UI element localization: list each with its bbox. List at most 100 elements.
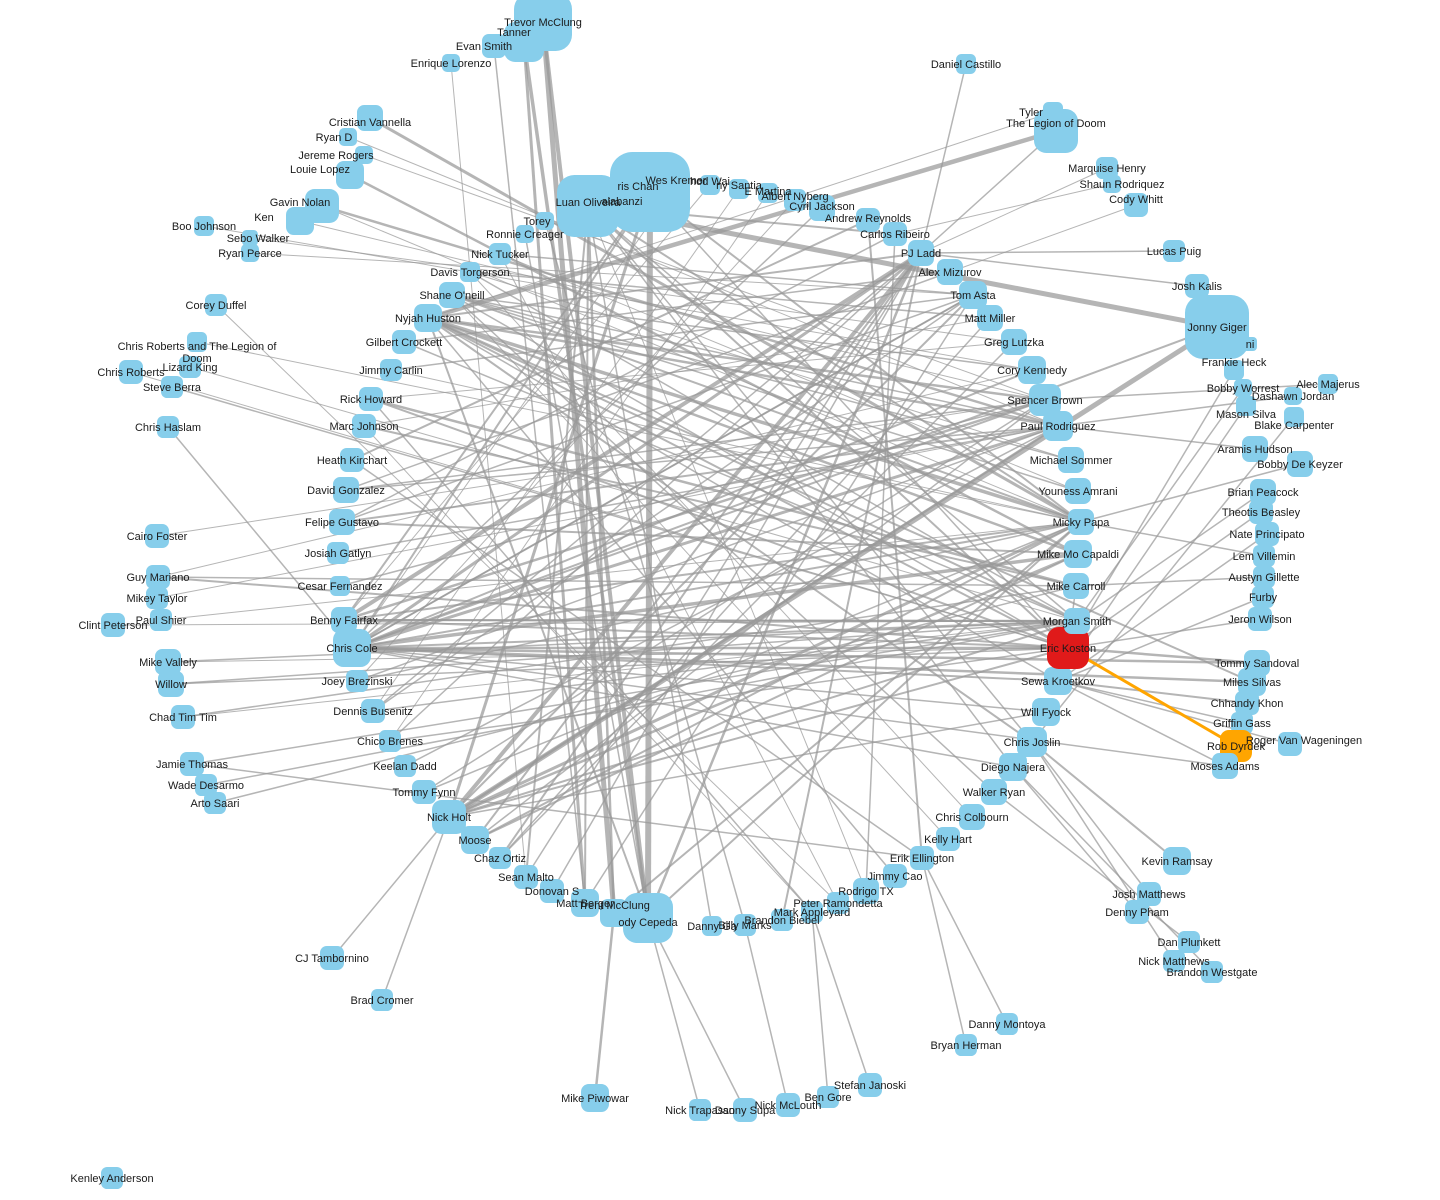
- graph-node[interactable]: [1250, 479, 1276, 505]
- graph-node[interactable]: [158, 671, 184, 697]
- graph-node[interactable]: [439, 282, 465, 308]
- graph-node[interactable]: [910, 846, 934, 870]
- graph-node[interactable]: [1243, 337, 1257, 351]
- graph-node[interactable]: [1253, 566, 1275, 588]
- graph-node[interactable]: [412, 780, 436, 804]
- graph-node[interactable]: [394, 755, 416, 777]
- graph-node[interactable]: [329, 509, 355, 535]
- graph-node[interactable]: [581, 1084, 609, 1112]
- graph-node[interactable]: [1252, 586, 1274, 608]
- graph-node[interactable]: [1063, 573, 1089, 599]
- graph-node[interactable]: [955, 1034, 977, 1056]
- graph-node[interactable]: [729, 179, 749, 199]
- graph-node[interactable]: [333, 477, 359, 503]
- graph-node[interactable]: [1231, 712, 1253, 734]
- graph-node[interactable]: [1068, 509, 1094, 535]
- graph-node[interactable]: [1238, 668, 1266, 696]
- graph-node[interactable]: [771, 909, 793, 931]
- graph-node[interactable]: [702, 916, 722, 936]
- graph-node[interactable]: [179, 356, 201, 378]
- graph-node[interactable]: [1235, 691, 1259, 715]
- graph-node[interactable]: [241, 244, 259, 262]
- graph-node[interactable]: [1044, 667, 1072, 695]
- graph-node[interactable]: [883, 864, 907, 888]
- graph-node[interactable]: [1236, 396, 1256, 416]
- graph-node[interactable]: [996, 1013, 1018, 1035]
- graph-node[interactable]: [357, 105, 383, 131]
- graph-node[interactable]: [817, 1086, 839, 1108]
- graph-node[interactable]: [733, 1098, 757, 1122]
- graph-node[interactable]: [361, 699, 385, 723]
- graph-node[interactable]: [204, 792, 226, 814]
- graph-node[interactable]: [1096, 157, 1118, 179]
- graph-node[interactable]: [937, 259, 963, 285]
- graph-node[interactable]: [194, 216, 214, 236]
- graph-node[interactable]: [1163, 847, 1191, 875]
- graph-node[interactable]: [1185, 295, 1249, 359]
- graph-node[interactable]: [1017, 727, 1047, 757]
- graph-node[interactable]: [119, 360, 143, 384]
- graph-node[interactable]: [936, 827, 960, 851]
- graph-node[interactable]: [908, 240, 934, 266]
- graph-node[interactable]: [320, 946, 344, 970]
- graph-node[interactable]: [352, 414, 376, 438]
- graph-node[interactable]: [1043, 411, 1073, 441]
- graph-node[interactable]: [205, 294, 227, 316]
- graph-node[interactable]: [1255, 522, 1279, 546]
- graph-node[interactable]: [856, 208, 880, 232]
- graph-node[interactable]: [1242, 436, 1268, 462]
- graph-node[interactable]: [489, 243, 511, 265]
- graph-node[interactable]: [1047, 627, 1089, 669]
- graph-node[interactable]: [101, 613, 125, 637]
- graph-node[interactable]: [379, 730, 401, 752]
- graph-node[interactable]: [1253, 545, 1275, 567]
- graph-node[interactable]: [489, 847, 511, 869]
- graph-node[interactable]: [1064, 608, 1090, 634]
- graph-node[interactable]: [242, 230, 258, 246]
- graph-node[interactable]: [1034, 109, 1078, 153]
- graph-node[interactable]: [327, 542, 349, 564]
- graph-node[interactable]: [155, 649, 181, 675]
- graph-node[interactable]: [734, 914, 756, 936]
- graph-node[interactable]: [333, 629, 371, 667]
- graph-node[interactable]: [340, 448, 364, 472]
- graph-node[interactable]: [557, 175, 619, 237]
- graph-node[interactable]: [1284, 387, 1302, 405]
- graph-node[interactable]: [1124, 193, 1148, 217]
- graph-node[interactable]: [460, 262, 480, 282]
- graph-node[interactable]: [801, 901, 823, 923]
- graph-node[interactable]: [461, 826, 489, 854]
- graph-node[interactable]: [504, 22, 544, 62]
- graph-node[interactable]: [1064, 540, 1092, 568]
- graph-node[interactable]: [1163, 950, 1185, 972]
- graph-node[interactable]: [286, 207, 314, 235]
- graph-node[interactable]: [514, 865, 538, 889]
- graph-node[interactable]: [516, 225, 534, 243]
- graph-node[interactable]: [689, 1099, 711, 1121]
- graph-node[interactable]: [666, 176, 686, 196]
- graph-node[interactable]: [623, 893, 673, 943]
- graph-node[interactable]: [1018, 356, 1046, 384]
- graph-node[interactable]: [610, 152, 690, 232]
- graph-node[interactable]: [101, 1167, 123, 1189]
- graph-node[interactable]: [600, 899, 628, 927]
- graph-node[interactable]: [150, 609, 172, 631]
- graph-node[interactable]: [858, 1073, 882, 1097]
- graph-node[interactable]: [195, 774, 217, 796]
- graph-node[interactable]: [1248, 607, 1272, 631]
- graph-node[interactable]: [1212, 753, 1238, 779]
- graph-node[interactable]: [540, 879, 564, 903]
- graph-node[interactable]: [1065, 478, 1091, 504]
- graph-node[interactable]: [1224, 360, 1244, 380]
- graph-node[interactable]: [1137, 882, 1161, 906]
- graph-node[interactable]: [442, 54, 460, 72]
- graph-node[interactable]: [1001, 329, 1027, 355]
- graph-node[interactable]: [1032, 698, 1060, 726]
- graph-node[interactable]: [1058, 447, 1084, 473]
- graph-node[interactable]: [1029, 384, 1061, 416]
- graph-node[interactable]: [414, 304, 442, 332]
- graph-node[interactable]: [380, 359, 402, 381]
- graph-node[interactable]: [1278, 732, 1302, 756]
- graph-node[interactable]: [339, 128, 357, 146]
- graph-node[interactable]: [187, 332, 207, 352]
